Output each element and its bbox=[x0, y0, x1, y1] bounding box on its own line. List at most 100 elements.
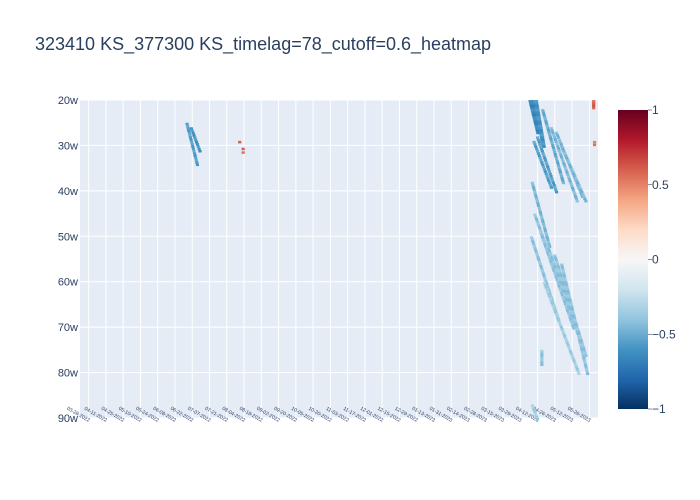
heatmap-cell bbox=[544, 172, 548, 176]
heatmap-cell bbox=[540, 215, 544, 219]
heatmap-cell bbox=[566, 311, 571, 315]
heatmap-cell bbox=[535, 418, 540, 421]
heatmap-cell bbox=[580, 350, 584, 353]
heatmap-cell bbox=[542, 281, 547, 285]
heatmap-cell bbox=[564, 289, 568, 293]
heatmap-cell bbox=[564, 154, 568, 158]
heatmap-cell bbox=[551, 181, 555, 185]
heatmap-cell bbox=[548, 184, 553, 187]
heatmap-cell bbox=[539, 145, 543, 148]
heatmap-cell bbox=[565, 307, 569, 310]
heatmap-cell bbox=[191, 131, 195, 135]
heatmap-cell bbox=[541, 222, 546, 226]
heatmap-cell bbox=[536, 115, 541, 119]
heatmap-cell bbox=[189, 127, 193, 130]
heatmap-cell bbox=[584, 365, 588, 369]
heatmap-cell bbox=[554, 258, 558, 262]
heatmap-cell bbox=[586, 372, 590, 376]
heatmap-cell bbox=[554, 267, 558, 271]
heatmap-cell bbox=[537, 124, 543, 128]
heatmap-cell bbox=[550, 177, 554, 180]
heatmap-streak bbox=[535, 136, 559, 194]
heatmap-cell bbox=[190, 140, 194, 144]
heatmap-cell bbox=[548, 135, 552, 139]
heatmap-cell bbox=[581, 352, 585, 356]
heatmap-cell bbox=[538, 262, 542, 266]
heatmap-cell bbox=[540, 358, 544, 362]
heatmap-cell bbox=[549, 254, 553, 257]
heatmap-cell bbox=[570, 322, 574, 326]
heatmap-cell bbox=[551, 146, 556, 150]
heatmap-cell bbox=[546, 245, 550, 248]
heatmap-cell bbox=[191, 147, 195, 151]
heatmap-cell bbox=[533, 411, 537, 414]
heatmap-cell bbox=[538, 226, 542, 230]
y-tick-label: 80w bbox=[58, 368, 78, 380]
heatmap-cell bbox=[531, 184, 535, 187]
heatmap-cell bbox=[550, 258, 555, 262]
heatmap-cell bbox=[192, 134, 196, 137]
heatmap-cell bbox=[531, 111, 538, 114]
heatmap-cell bbox=[532, 118, 539, 121]
heatmap-cell bbox=[563, 164, 567, 168]
heatmap-cell bbox=[557, 149, 561, 152]
heatmap-cell bbox=[561, 147, 565, 151]
heatmap-cell bbox=[549, 174, 553, 178]
heatmap-cell bbox=[186, 127, 190, 130]
heatmap-cell bbox=[546, 251, 550, 255]
heatmap-cell bbox=[564, 283, 569, 287]
y-tick-label: 70w bbox=[58, 322, 78, 334]
heatmap-cell bbox=[550, 301, 554, 305]
heatmap-cell bbox=[563, 166, 568, 170]
heatmap-cell bbox=[534, 218, 539, 221]
heatmap-cell bbox=[592, 104, 596, 108]
heatmap-cell bbox=[567, 313, 571, 317]
heatmap-cell bbox=[542, 113, 546, 116]
heatmap-cell bbox=[534, 413, 538, 416]
heatmap-cell bbox=[555, 142, 559, 146]
heatmap-cell bbox=[567, 175, 571, 179]
heatmap-cell bbox=[555, 159, 559, 163]
heatmap-cell bbox=[553, 186, 557, 189]
heatmap-cell bbox=[558, 170, 562, 174]
heatmap-cell bbox=[560, 263, 564, 267]
heatmap-cell bbox=[573, 361, 577, 364]
heatmap-cell bbox=[559, 153, 563, 157]
heatmap-cell bbox=[553, 138, 557, 141]
heatmap-cell bbox=[561, 179, 565, 183]
heatmap-cell bbox=[534, 145, 538, 148]
heatmap-streak bbox=[533, 100, 546, 148]
heatmap-cell bbox=[538, 229, 543, 232]
heatmap-cell bbox=[565, 156, 569, 160]
heatmap-cell bbox=[560, 291, 564, 295]
heatmap-cell bbox=[551, 267, 555, 270]
heatmap-cell bbox=[533, 247, 537, 250]
heatmap-cell bbox=[543, 283, 547, 287]
heatmap-cell bbox=[542, 273, 546, 277]
heatmap-cell bbox=[558, 280, 562, 284]
heatmap-cell bbox=[537, 154, 541, 158]
heatmap-cell bbox=[241, 151, 245, 154]
heatmap-cell bbox=[541, 220, 545, 223]
heatmap-cell bbox=[554, 157, 559, 161]
heatmap-cell bbox=[576, 181, 580, 185]
heatmap-cell bbox=[552, 306, 556, 309]
heatmap-cell bbox=[567, 292, 571, 295]
heatmap-cell bbox=[551, 131, 555, 135]
heatmap-cell bbox=[568, 348, 572, 351]
heatmap-cell bbox=[531, 406, 535, 410]
heatmap-cell bbox=[194, 156, 198, 160]
heatmap-cell bbox=[543, 242, 547, 246]
heatmap-streak bbox=[549, 127, 579, 203]
heatmap-cell bbox=[559, 326, 563, 329]
heatmap-streak bbox=[238, 140, 242, 144]
y-tick-label: 50w bbox=[58, 231, 78, 243]
heatmap-cell bbox=[566, 173, 570, 177]
heatmap-cell bbox=[241, 147, 245, 151]
heatmap-cell bbox=[548, 172, 552, 176]
heatmap-cell bbox=[531, 240, 535, 244]
heatmap-cell bbox=[562, 162, 566, 165]
heatmap-cell bbox=[194, 138, 198, 142]
heatmap-cell bbox=[553, 153, 557, 156]
heatmap-cell bbox=[592, 143, 597, 147]
